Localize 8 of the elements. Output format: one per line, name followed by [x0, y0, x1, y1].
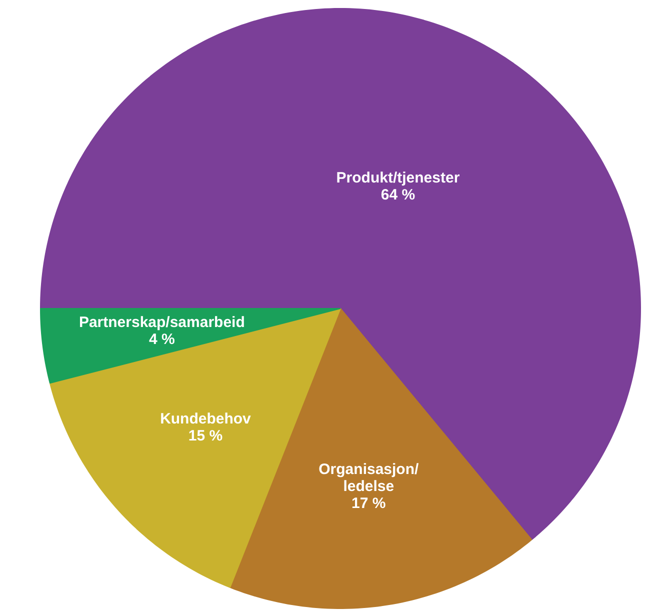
data-label: 4 % — [148, 331, 175, 348]
data-label: 17 % — [352, 494, 386, 512]
slice-label: Produkt/tjenester — [336, 169, 460, 186]
slice-label: Partnerskap/samarbeid — [78, 314, 245, 332]
slice-label: Organisasjon/ ledelse — [318, 460, 420, 495]
slice-label: Kundebehov — [160, 410, 252, 428]
data-label: 64 % — [380, 186, 416, 204]
data-label: 15 % — [188, 428, 223, 445]
